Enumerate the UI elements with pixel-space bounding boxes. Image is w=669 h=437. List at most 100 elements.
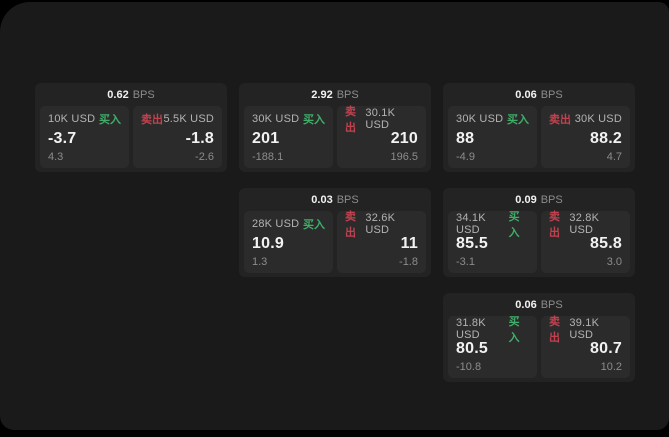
sell-quote-tile[interactable]: 卖出 30K USD 88.2 4.7 — [541, 106, 630, 168]
bps-unit-label: BPS — [540, 193, 563, 206]
sell-side-tag: 卖出 — [549, 316, 560, 344]
sell-side-tag: 卖出 — [141, 114, 163, 126]
app-window: 0.62 BPS 10K USD 买入 -3.7 4.3 卖出 5.5K USD… — [0, 2, 669, 430]
sell-notional-label: 39.1K USD — [569, 317, 600, 341]
buy-change-value: -4.9 — [456, 151, 475, 163]
sell-quote-tile[interactable]: 卖出 5.5K USD -1.8 -2.6 — [133, 106, 222, 168]
card-header: 0.62 BPS — [40, 83, 222, 106]
bps-unit-label: BPS — [336, 193, 359, 206]
card-header: 0.06 BPS — [448, 83, 630, 106]
buy-price-value: 80.5 — [456, 340, 488, 357]
buy-tile-header: 30K USD 买入 — [456, 112, 529, 126]
card-header: 0.06 BPS — [448, 293, 630, 316]
buy-tile-header: 34.1K USD 买入 — [456, 211, 529, 239]
sell-notional-label: 5.5K USD — [163, 113, 214, 125]
sell-price-value: 80.7 — [590, 340, 622, 357]
buy-price-value: -3.7 — [48, 130, 77, 147]
buy-tile-header: 10K USD 买入 — [48, 112, 121, 126]
sell-quote-tile[interactable]: 卖出 30.1K USD 210 196.5 — [337, 106, 426, 168]
buy-quote-tile[interactable]: 30K USD 买入 201 -188.1 — [244, 106, 333, 168]
card-header: 2.92 BPS — [244, 83, 426, 106]
quote-card: 2.92 BPS 30K USD 买入 201 -188.1 卖出 30.1K … — [239, 83, 431, 172]
buy-side-tag: 买入 — [507, 114, 529, 126]
quote-card: 0.09 BPS 34.1K USD 买入 85.5 -3.1 卖出 32.8K… — [443, 188, 635, 277]
buy-quote-tile[interactable]: 28K USD 买入 10.9 1.3 — [244, 211, 333, 273]
bps-value: 0.06 — [515, 298, 537, 311]
card-header: 0.03 BPS — [244, 188, 426, 211]
bps-unit-label: BPS — [132, 88, 155, 101]
sell-change-value: 4.7 — [606, 151, 622, 163]
sell-change-value: -2.6 — [195, 151, 214, 163]
bps-value: 0.03 — [311, 193, 333, 206]
sell-notional-label: 30K USD — [574, 113, 622, 125]
sell-side-tag: 卖出 — [549, 114, 571, 126]
sell-price-value: 85.8 — [590, 235, 622, 252]
sell-side-tag: 卖出 — [345, 211, 356, 239]
buy-notional-label: 30K USD — [456, 113, 504, 125]
sell-quote-tile[interactable]: 卖出 32.6K USD 11 -1.8 — [337, 211, 426, 273]
quote-cards-grid: 0.62 BPS 10K USD 买入 -3.7 4.3 卖出 5.5K USD… — [35, 83, 635, 382]
sell-change-value: 196.5 — [390, 151, 418, 163]
buy-side-tag: 买入 — [508, 316, 520, 344]
buy-notional-label: 10K USD — [48, 113, 96, 125]
bps-unit-label: BPS — [540, 298, 563, 311]
sell-change-value: 3.0 — [606, 256, 622, 268]
sell-notional-label: 30.1K USD — [365, 107, 396, 131]
sell-tile-header: 卖出 30K USD — [549, 112, 622, 126]
buy-tile-header: 28K USD 买入 — [252, 217, 325, 231]
sell-tile-header: 卖出 32.8K USD — [549, 211, 622, 239]
buy-change-value: -3.1 — [456, 256, 475, 268]
card-header: 0.09 BPS — [448, 188, 630, 211]
sell-price-value: 11 — [400, 235, 418, 252]
sell-change-value: 10.2 — [600, 361, 622, 373]
buy-price-value: 85.5 — [456, 235, 488, 252]
card-body: 30K USD 买入 201 -188.1 卖出 30.1K USD 210 1… — [244, 106, 426, 168]
sell-tile-header: 卖出 5.5K USD — [141, 112, 214, 126]
sell-tile-header: 卖出 30.1K USD — [345, 106, 418, 134]
buy-notional-label: 30K USD — [252, 113, 300, 125]
buy-price-value: 201 — [252, 130, 280, 147]
bps-value: 0.62 — [107, 88, 129, 101]
buy-notional-label: 31.8K USD — [456, 317, 486, 341]
buy-side-tag: 买入 — [99, 114, 121, 126]
sell-side-tag: 卖出 — [549, 211, 560, 239]
bps-unit-label: BPS — [336, 88, 359, 101]
buy-quote-tile[interactable]: 30K USD 买入 88 -4.9 — [448, 106, 537, 168]
sell-tile-header: 卖出 32.6K USD — [345, 211, 418, 239]
buy-quote-tile[interactable]: 34.1K USD 买入 85.5 -3.1 — [448, 211, 537, 273]
buy-notional-label: 28K USD — [252, 218, 300, 230]
quote-card: 0.06 BPS 31.8K USD 买入 80.5 -10.8 卖出 39.1… — [443, 293, 635, 382]
buy-side-tag: 买入 — [303, 219, 325, 231]
bps-value: 0.06 — [515, 88, 537, 101]
card-body: 34.1K USD 买入 85.5 -3.1 卖出 32.8K USD 85.8… — [448, 211, 630, 273]
quote-card: 0.03 BPS 28K USD 买入 10.9 1.3 卖出 32.6K US… — [239, 188, 431, 277]
card-body: 28K USD 买入 10.9 1.3 卖出 32.6K USD 11 -1.8 — [244, 211, 426, 273]
buy-change-value: 4.3 — [48, 151, 64, 163]
card-body: 30K USD 买入 88 -4.9 卖出 30K USD 88.2 4.7 — [448, 106, 630, 168]
buy-side-tag: 买入 — [508, 211, 520, 239]
sell-side-tag: 卖出 — [345, 106, 356, 134]
quote-card: 0.62 BPS 10K USD 买入 -3.7 4.3 卖出 5.5K USD… — [35, 83, 227, 172]
sell-tile-header: 卖出 39.1K USD — [549, 316, 622, 344]
sell-quote-tile[interactable]: 卖出 39.1K USD 80.7 10.2 — [541, 316, 630, 378]
sell-price-value: 210 — [390, 130, 418, 147]
buy-change-value: 1.3 — [252, 256, 268, 268]
buy-change-value: -10.8 — [456, 361, 482, 373]
sell-price-value: 88.2 — [590, 130, 622, 147]
buy-side-tag: 买入 — [303, 114, 325, 126]
sell-notional-label: 32.6K USD — [365, 212, 396, 236]
bps-value: 2.92 — [311, 88, 333, 101]
buy-quote-tile[interactable]: 10K USD 买入 -3.7 4.3 — [40, 106, 129, 168]
sell-notional-label: 32.8K USD — [569, 212, 600, 236]
card-body: 10K USD 买入 -3.7 4.3 卖出 5.5K USD -1.8 -2.… — [40, 106, 222, 168]
quote-card: 0.06 BPS 30K USD 买入 88 -4.9 卖出 30K USD 8… — [443, 83, 635, 172]
sell-change-value: -1.8 — [399, 256, 418, 268]
buy-price-value: 88 — [456, 130, 475, 147]
buy-change-value: -188.1 — [252, 151, 284, 163]
buy-quote-tile[interactable]: 31.8K USD 买入 80.5 -10.8 — [448, 316, 537, 378]
bps-unit-label: BPS — [540, 88, 563, 101]
buy-tile-header: 31.8K USD 买入 — [456, 316, 529, 344]
sell-quote-tile[interactable]: 卖出 32.8K USD 85.8 3.0 — [541, 211, 630, 273]
bps-value: 0.09 — [515, 193, 537, 206]
buy-price-value: 10.9 — [252, 235, 284, 252]
